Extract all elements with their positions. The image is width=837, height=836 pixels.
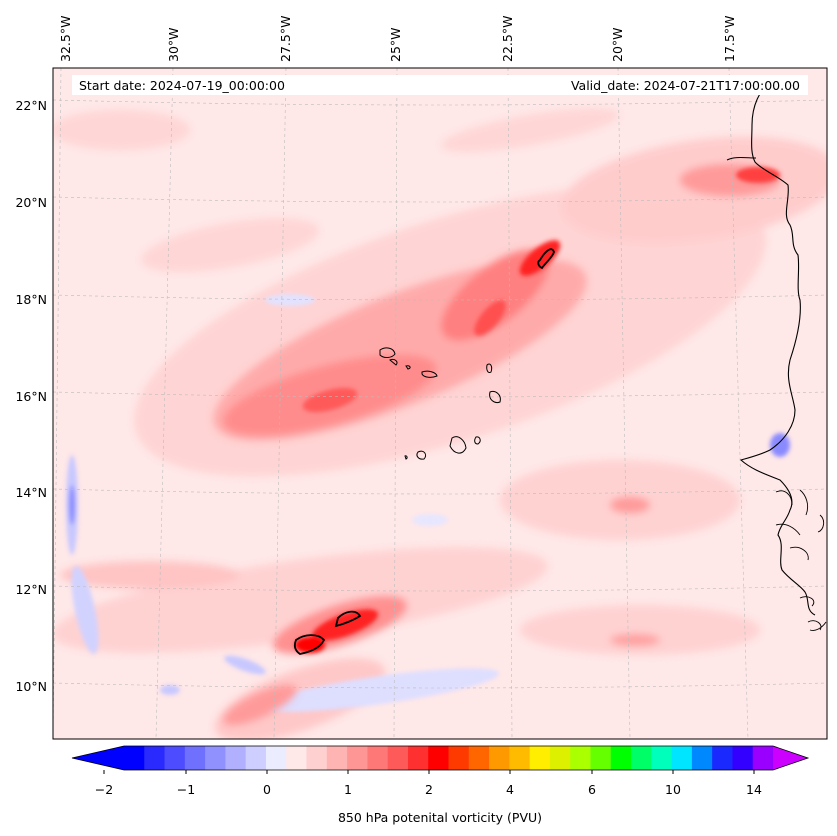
colorbar-segment (489, 746, 510, 770)
colorbar-segment (651, 746, 672, 770)
colorbar-segment (428, 746, 449, 770)
colorbar-segment (468, 746, 490, 770)
pv-shading-negative (66, 294, 790, 712)
colorbar-segment (326, 746, 348, 770)
cbar-tick-14: 14 (746, 782, 762, 797)
lat-label-10n: 10°N (15, 679, 47, 694)
map-plot-area[interactable] (47, 68, 837, 759)
cbar-tick-neg2: −2 (95, 782, 113, 797)
cape-verde-islands (379, 347, 501, 460)
colorbar-segment (691, 746, 713, 770)
colorbar-segment (286, 746, 307, 770)
lat-label-12n: 12°N (15, 582, 47, 597)
western-sahara-coast (726, 157, 757, 161)
colorbar-outline (71, 745, 810, 771)
colorbar-segment (387, 746, 409, 770)
lon-label-17-5w: 17.5°W (722, 16, 737, 62)
colorbar-over-arrow (773, 746, 808, 770)
colorbar-segment (347, 746, 368, 770)
lon-label-25w: 25°W (388, 27, 403, 62)
colorbar-segment (752, 746, 774, 770)
valid-date-label: Valid_date: 2024-07-21T17:00:00.00 (571, 78, 800, 93)
colorbar-segment (529, 746, 551, 770)
colorbar-segment (367, 746, 389, 770)
colorbar-segment (306, 746, 328, 770)
header-box (72, 75, 808, 95)
colorbar-segment (549, 746, 571, 770)
lat-label-20n: 20°N (15, 195, 47, 210)
lat-label-22n: 22°N (15, 98, 47, 113)
colorbar-segment (671, 746, 693, 770)
latitude-labels: 22°N 20°N 18°N 16°N 14°N 12°N 10°N (15, 98, 47, 694)
colorbar-title: 850 hPa potenital vorticity (PVU) (338, 810, 542, 825)
colorbar-segment (570, 746, 591, 770)
plot-frame (52, 67, 828, 740)
colorbar-segment (205, 746, 226, 770)
colorbar-segment (610, 746, 632, 770)
cbar-tick-4: 4 (506, 782, 514, 797)
cbar-tick-6: 6 (588, 782, 596, 797)
lat-label-18n: 18°N (15, 292, 47, 307)
graticule (53, 68, 827, 739)
colorbar-segment (631, 746, 652, 770)
lon-label-27-5w: 27.5°W (278, 16, 293, 62)
colorbar-segment (164, 746, 186, 770)
coastline-details (775, 489, 827, 631)
cbar-tick-2: 2 (425, 782, 433, 797)
colorbar-segment (265, 746, 287, 770)
lon-label-22-5w: 22.5°W (500, 16, 515, 62)
colorbar (71, 745, 810, 774)
africa-coastline (739, 81, 816, 616)
colorbar-segment (407, 746, 429, 770)
cbar-tick-0: 0 (263, 782, 271, 797)
colorbar-segment (590, 746, 612, 770)
cbar-tick-1: 1 (344, 782, 352, 797)
lat-label-16n: 16°N (15, 389, 47, 404)
colorbar-segment (184, 746, 206, 770)
cbar-tick-10: 10 (665, 782, 681, 797)
longitude-labels: 32.5°W 30°W 27.5°W 25°W 22.5°W 20°W 17.5… (58, 16, 737, 62)
pv-contours (293, 248, 555, 655)
colorbar-segment (124, 746, 145, 770)
colorbar-segment (732, 746, 754, 770)
start-date-label: Start date: 2024-07-19_00:00:00 (79, 78, 285, 93)
colorbar-segment (712, 746, 733, 770)
lat-label-14n: 14°N (15, 485, 47, 500)
colorbar-segment (245, 746, 267, 770)
colorbar-segment (509, 746, 531, 770)
colorbar-tick-labels: −2 −1 0 1 2 4 6 10 14 (95, 782, 762, 797)
lon-label-32-5w: 32.5°W (58, 16, 73, 62)
colorbar-segment (225, 746, 247, 770)
colorbar-segment (144, 746, 165, 770)
colorbar-under-arrow (72, 746, 124, 770)
lon-label-20w: 20°W (610, 27, 625, 62)
lon-label-30w: 30°W (166, 27, 181, 62)
colorbar-segment (448, 746, 470, 770)
cbar-tick-neg1: −1 (177, 782, 195, 797)
